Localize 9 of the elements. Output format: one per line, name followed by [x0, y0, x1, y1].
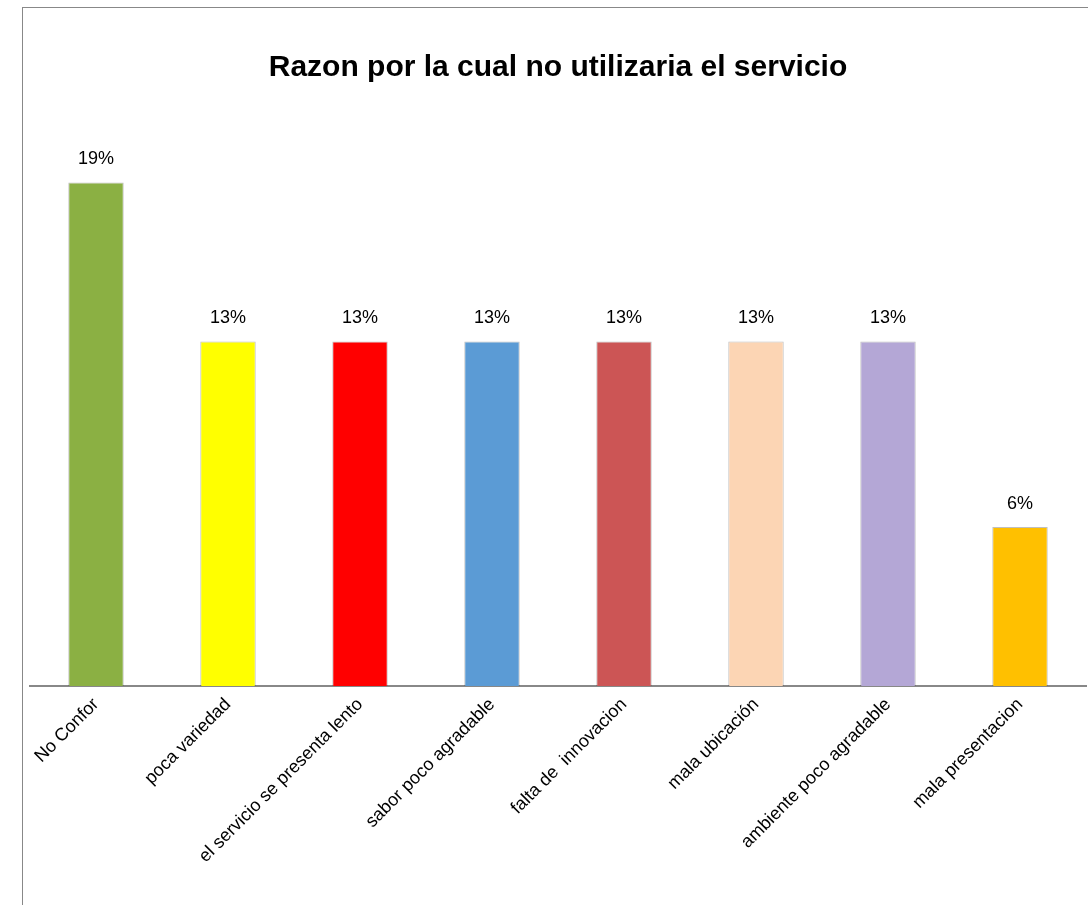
data-label: 13% [209, 307, 247, 328]
data-label: 13% [341, 307, 379, 328]
data-label: 6% [1006, 492, 1034, 513]
chart-title: Razon por la cual no utilizaria el servicio [268, 49, 848, 83]
data-label: 13% [473, 307, 511, 328]
data-label: 13% [869, 307, 907, 328]
data-label: 13% [737, 307, 775, 328]
data-label: 19% [77, 148, 115, 169]
data-label: 13% [605, 307, 643, 328]
